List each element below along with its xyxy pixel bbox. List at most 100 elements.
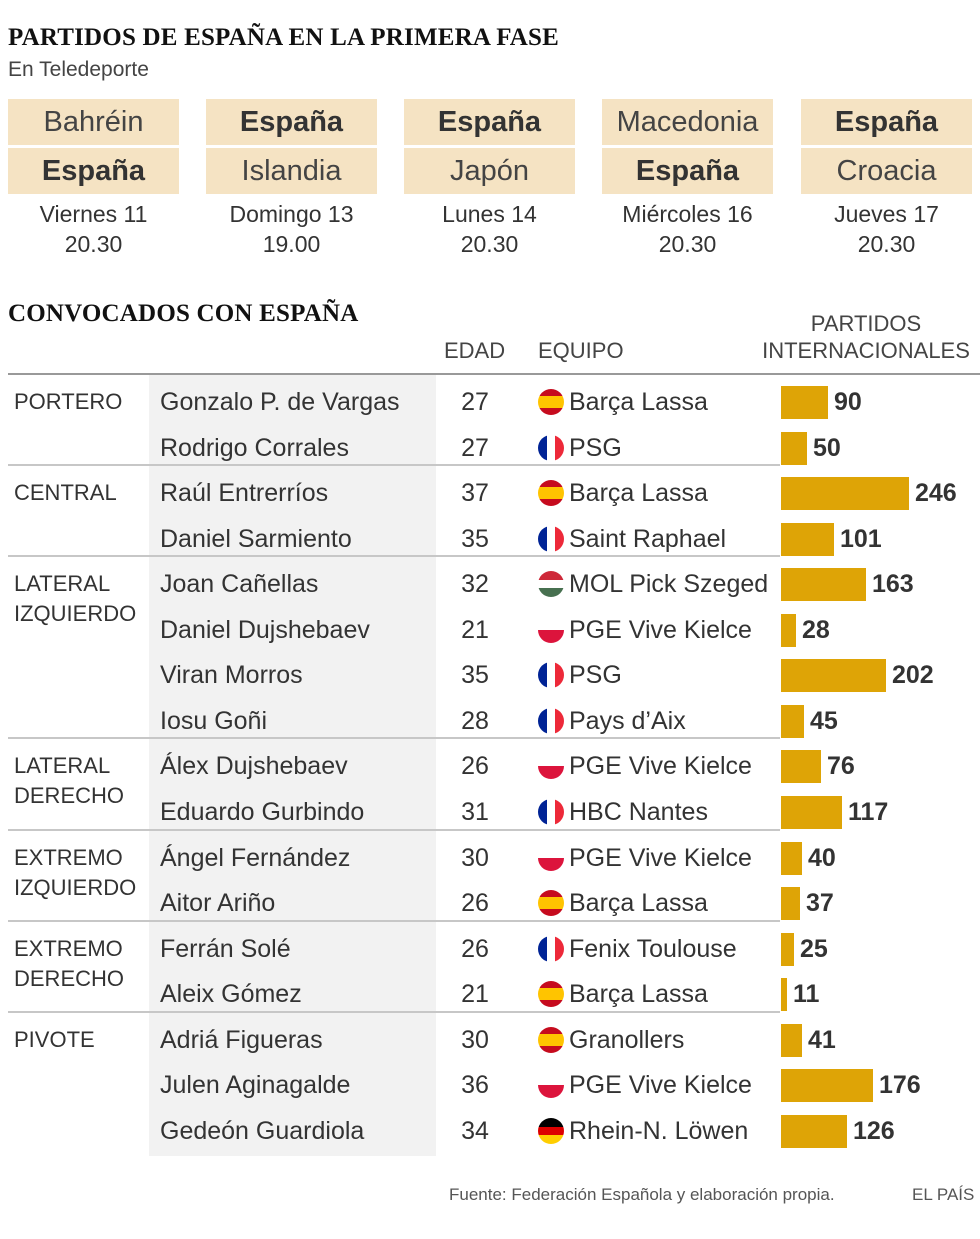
position-label: PORTERO xyxy=(14,389,123,414)
player-club: PGE Vive Kielce xyxy=(569,752,752,780)
brand-logo: EL PAÍS xyxy=(912,1185,975,1204)
caps-bar xyxy=(781,1115,847,1148)
player-club: PSG xyxy=(569,661,622,689)
position-label: EXTREMO DERECHO xyxy=(14,936,125,991)
player-age: 27 xyxy=(461,434,489,462)
france-flag-icon xyxy=(538,526,564,552)
player-club: PGE Vive Kielce xyxy=(569,844,752,872)
germany-flag-icon xyxy=(538,1118,564,1144)
player-name: Ángel Fernández xyxy=(160,844,351,872)
player-name: Daniel Sarmiento xyxy=(160,525,352,553)
player-club: Barça Lassa xyxy=(569,980,708,1008)
match-day: Lunes 14 xyxy=(442,201,537,227)
player-age: 30 xyxy=(461,844,489,872)
page-title: PARTIDOS DE ESPAÑA EN LA PRIMERA FASE xyxy=(8,24,560,51)
player-name: Gonzalo P. de Vargas xyxy=(160,388,400,416)
caps-bar xyxy=(781,705,804,738)
player-club: MOL Pick Szeged xyxy=(569,570,769,598)
position-label: EXTREMO IZQUIERDO xyxy=(14,845,137,900)
caps-value: 76 xyxy=(827,752,855,780)
caps-value: 101 xyxy=(840,525,882,553)
home-team: España xyxy=(206,99,377,145)
caps-value: 40 xyxy=(808,844,836,872)
column-header-age: EDAD xyxy=(444,338,506,363)
home-team: Bahréin xyxy=(8,99,179,145)
spain-flag-icon xyxy=(538,1027,564,1053)
group-divider xyxy=(8,555,780,557)
group-divider xyxy=(8,373,980,375)
match-day: Miércoles 16 xyxy=(622,201,753,227)
column-header-team: EQUIPO xyxy=(538,338,624,363)
caps-value: 45 xyxy=(810,707,838,735)
player-name: Gedeón Guardiola xyxy=(160,1117,365,1145)
player-club: HBC Nantes xyxy=(569,798,708,826)
player-age: 28 xyxy=(461,707,489,735)
player-age: 32 xyxy=(461,570,489,598)
player-club: PGE Vive Kielce xyxy=(569,1071,752,1099)
player-name: Viran Morros xyxy=(160,661,303,689)
caps-bar xyxy=(781,477,909,510)
caps-value: 90 xyxy=(834,388,862,416)
poland-flag-icon xyxy=(538,845,564,871)
player-club: Saint Raphael xyxy=(569,525,727,553)
caps-value: 126 xyxy=(853,1117,895,1145)
france-flag-icon xyxy=(538,435,564,461)
match-card: España Japón Lunes 14 20.30 xyxy=(404,99,575,259)
match-time: 20.30 xyxy=(857,231,916,257)
player-name: Julen Aginagalde xyxy=(160,1071,351,1099)
match-card: España Islandia Domingo 13 19.00 xyxy=(206,99,377,259)
player-name: Adriá Figueras xyxy=(160,1026,323,1054)
caps-value: 117 xyxy=(848,798,889,826)
position-label: LATERAL IZQUIERDO xyxy=(14,571,137,626)
spain-flag-icon xyxy=(538,389,564,415)
spain-flag-icon xyxy=(538,981,564,1007)
france-flag-icon xyxy=(538,799,564,825)
player-age: 34 xyxy=(461,1117,489,1145)
player-name: Joan Cañellas xyxy=(160,570,319,598)
match-day: Viernes 11 xyxy=(39,201,148,227)
group-divider xyxy=(8,737,780,739)
caps-value: 11 xyxy=(793,980,820,1008)
caps-bar xyxy=(781,842,802,875)
player-name: Álex Dujshebaev xyxy=(160,752,348,780)
caps-value: 25 xyxy=(800,935,828,963)
match-time: 19.00 xyxy=(262,231,321,257)
match-card: España Croacia Jueves 17 20.30 xyxy=(801,99,972,259)
group-divider xyxy=(8,464,780,466)
player-age: 30 xyxy=(461,1026,489,1054)
match-day: Domingo 13 xyxy=(229,201,354,227)
away-team: Japón xyxy=(404,148,575,194)
player-name: Aleix Gómez xyxy=(160,980,302,1008)
home-team: Macedonia xyxy=(602,99,773,145)
caps-value: 202 xyxy=(892,661,934,689)
caps-value: 50 xyxy=(813,434,841,462)
squad-title: CONVOCADOS CON ESPAÑA xyxy=(8,300,359,327)
player-age: 35 xyxy=(461,525,489,553)
player-age: 26 xyxy=(461,935,489,963)
caps-bar xyxy=(781,978,787,1011)
group-divider xyxy=(8,829,780,831)
player-age: 26 xyxy=(461,889,489,917)
away-team: Islandia xyxy=(206,148,377,194)
france-flag-icon xyxy=(538,708,564,734)
position-label: PIVOTE xyxy=(14,1027,95,1052)
away-team: España xyxy=(8,148,179,194)
caps-value: 163 xyxy=(872,570,914,598)
player-club: Barça Lassa xyxy=(569,889,708,917)
poland-flag-icon xyxy=(538,753,564,779)
caps-bar xyxy=(781,796,842,829)
player-club: Barça Lassa xyxy=(569,479,708,507)
player-club: Pays d’Aix xyxy=(569,707,686,735)
poland-flag-icon xyxy=(538,1072,564,1098)
caps-bar xyxy=(781,887,800,920)
france-flag-icon xyxy=(538,936,564,962)
caps-value: 28 xyxy=(802,616,830,644)
caps-value: 41 xyxy=(808,1026,836,1054)
player-club: Fenix Toulouse xyxy=(569,935,737,963)
page-subtitle: En Teledeporte xyxy=(8,58,149,81)
spain-flag-icon xyxy=(538,890,564,916)
player-name: Ferrán Solé xyxy=(160,935,291,963)
player-club: PSG xyxy=(569,434,622,462)
caps-bar xyxy=(781,750,821,783)
